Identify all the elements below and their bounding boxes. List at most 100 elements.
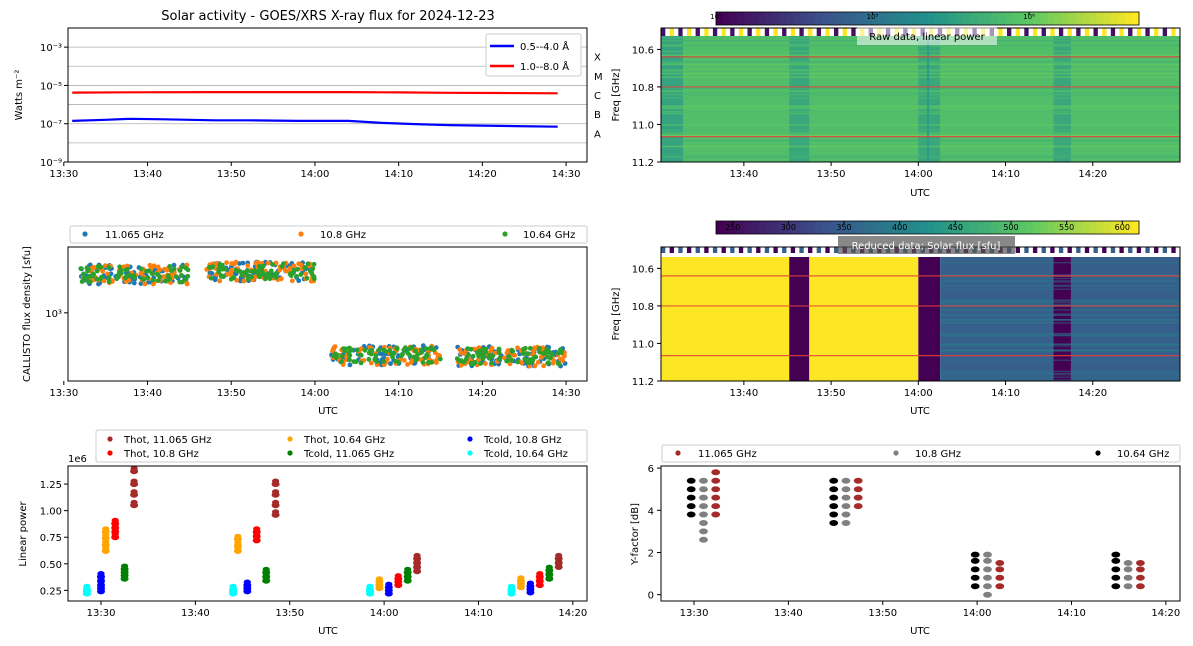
callisto-point-1-1-69 xyxy=(229,261,235,266)
reduced-ytick-label-1: 10.8 xyxy=(632,302,654,313)
raw-stripe-9 xyxy=(661,139,1180,142)
yfactor-point-1-6 xyxy=(699,486,708,493)
yfactor-point-8-2 xyxy=(995,566,1005,573)
raw-colorbar-cell-22 xyxy=(871,12,879,25)
yfactor-point-6-4 xyxy=(970,551,980,558)
power-point-fill-11-1 xyxy=(272,499,280,505)
callisto-point-1-2-5 xyxy=(401,357,407,363)
callisto-point-0-2-28 xyxy=(347,362,353,368)
callisto-point-2-2-48 xyxy=(391,350,397,356)
reduced-stripe-2 xyxy=(940,370,1180,372)
yfactor-point-10-2 xyxy=(1123,566,1133,573)
reduced-colorbar-cell-23 xyxy=(878,221,886,234)
raw-cbtick-label-0: 10⁰ xyxy=(710,13,722,21)
callisto-point-2-2-66 xyxy=(413,355,419,361)
power-legend-label-2: Thot, 10.64 GHz xyxy=(303,435,385,446)
reduced-top-strip-11 xyxy=(756,247,761,253)
power-point-fill-11-2 xyxy=(272,489,280,495)
callisto-point-2-0-47 xyxy=(173,274,179,280)
reduced-top-strip-44 xyxy=(1041,247,1046,253)
reduced-top-strip-12 xyxy=(764,247,770,253)
power-point-fill-11-0 xyxy=(272,509,280,515)
reduced-stripe-20 xyxy=(940,284,1180,286)
reduced-colorbar-cell-30 xyxy=(927,221,936,234)
callisto-point-1-0-50 xyxy=(151,263,157,269)
goes-flare-class-C: C xyxy=(594,91,601,102)
reduced-colorbar-cell-21 xyxy=(864,221,872,234)
callisto-point-2-1-54 xyxy=(237,268,243,274)
raw-top-strip-1 xyxy=(669,28,674,36)
callisto-point-2-3-28 xyxy=(555,360,561,366)
raw-colorbar-cell-37 xyxy=(976,12,985,25)
reduced-top-strip-59 xyxy=(1171,247,1176,253)
raw-top-strip-47 xyxy=(1067,28,1072,36)
callisto-point-2-2-63 xyxy=(376,347,382,353)
reduced-colorbar-cell-13 xyxy=(807,221,816,234)
power-point-fill-3-3 xyxy=(111,517,119,524)
raw-colorbar-cell-26 xyxy=(899,12,907,25)
reduced-top-strip-43 xyxy=(1032,247,1038,253)
power-point-fill-15-2 xyxy=(394,573,402,579)
reduced-top-strip-55 xyxy=(1136,247,1142,253)
callisto-point-2-0-22 xyxy=(141,277,147,282)
callisto-point-2-1-47 xyxy=(245,276,251,282)
callisto-point-2-0-63 xyxy=(95,264,101,269)
yfactor-legend-label-1: 10.8 GHz xyxy=(915,449,961,460)
callisto-xtick-label-6: 14:30 xyxy=(552,388,581,399)
reduced-band-1 xyxy=(789,257,810,381)
callisto-point-2-3-67 xyxy=(509,357,514,363)
reduced-top-strip-42 xyxy=(1024,247,1029,253)
callisto-point-2-3-60 xyxy=(480,356,486,361)
raw-colorbar-cell-18 xyxy=(842,12,851,25)
reduced-colorbar-cell-47 xyxy=(1047,221,1055,234)
yfactor-point-3-2 xyxy=(829,503,839,510)
reduced-colorbar-cell-24 xyxy=(885,221,893,234)
callisto-point-2-0-40 xyxy=(171,266,177,272)
raw-colorbar-cell-42 xyxy=(1012,12,1020,25)
callisto-point-2-0-68 xyxy=(116,270,122,276)
raw-colorbar-cell-4 xyxy=(744,12,752,25)
reduced-colorbar-cell-8 xyxy=(772,221,780,234)
reduced-colorbar-cell-48 xyxy=(1054,221,1062,234)
callisto-legend: 11.065 GHz 10.8 GHz 10.64 GHz xyxy=(69,225,588,244)
reduced-colorbar-cell-36 xyxy=(969,221,978,234)
raw-top-strip-15 xyxy=(790,28,796,36)
callisto-point-2-3-27 xyxy=(470,353,476,359)
callisto-point-2-3-69 xyxy=(461,359,467,365)
raw-colorbar-cell-1 xyxy=(723,12,731,25)
reduced-top-strip-6 xyxy=(712,247,718,253)
raw-colorbar-cell-47 xyxy=(1047,12,1055,25)
goes-flare-class-M: M xyxy=(594,72,603,83)
callisto-legend-marker-0 xyxy=(82,231,88,237)
raw-top-strip-10 xyxy=(747,28,752,36)
yfactor-point-10-1 xyxy=(1123,574,1133,581)
power-ytick-label-4: 1.25 xyxy=(40,480,62,491)
reduced-top-strip-51 xyxy=(1102,247,1107,253)
reduced-top-strip-48 xyxy=(1076,247,1081,253)
raw-colorbar-cell-3 xyxy=(737,12,745,25)
raw-xtick-label-1: 13:50 xyxy=(817,169,846,180)
reduced-colorbar-cell-46 xyxy=(1040,221,1048,234)
reduced-stripe-38 xyxy=(940,281,1180,283)
power-point-fill-5-3 xyxy=(130,465,138,471)
yfactor-point-4-4 xyxy=(841,486,851,493)
callisto-point-1-1-29 xyxy=(303,271,309,277)
callisto-point-0-0-37 xyxy=(171,262,177,268)
yfactor-point-5-2 xyxy=(853,486,863,493)
reduced-colorbar-cell-59 xyxy=(1131,221,1140,234)
callisto-point-2-1-34 xyxy=(262,276,268,282)
reduced-cbtick-label-7: 600 xyxy=(1115,223,1130,232)
reduced-colorbar-cell-58 xyxy=(1124,221,1133,234)
callisto-point-2-0-2 xyxy=(156,278,161,283)
raw-xtick-label-0: 13:40 xyxy=(729,169,758,180)
reduced-colorbar-cell-41 xyxy=(1005,221,1013,234)
goes-ylabel: Watts m⁻² xyxy=(14,70,25,121)
power-ytick-label-2: 0.75 xyxy=(40,533,62,544)
reduced-colorbar-cell-7 xyxy=(765,221,773,234)
reduced-stripe-4 xyxy=(940,299,1180,301)
reduced-colorbar-cell-22 xyxy=(871,221,879,234)
raw-colorbar-cell-0 xyxy=(716,12,724,25)
callisto-point-2-1-63 xyxy=(208,275,214,281)
yfactor-point-7-0 xyxy=(983,591,992,598)
yfactor-xtick-label-4: 14:10 xyxy=(1057,608,1086,619)
